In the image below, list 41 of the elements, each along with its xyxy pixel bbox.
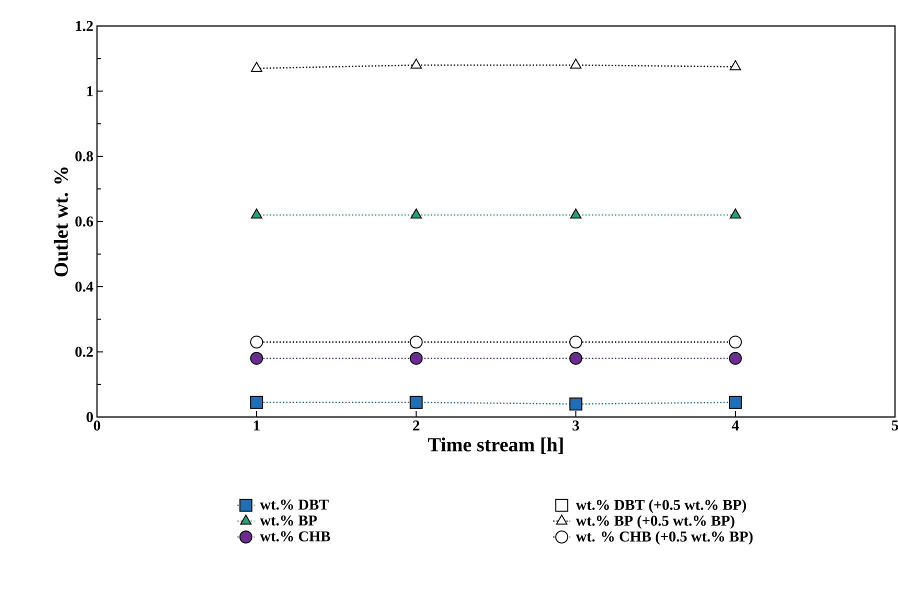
point [570, 58, 582, 69]
point [250, 396, 264, 409]
point [410, 352, 423, 365]
y-tick-label: 0 [86, 412, 93, 422]
point [728, 352, 742, 365]
point [250, 62, 262, 72]
point [250, 336, 264, 349]
x-axis-title: Time stream [h] [428, 437, 563, 454]
point [410, 396, 423, 409]
point [569, 352, 582, 365]
legend-label: wt.% BP [260, 515, 317, 526]
point [728, 336, 742, 349]
x-tick-label: 2 [413, 420, 420, 430]
y-axis-title: Outlet wt. % [54, 167, 68, 276]
point [410, 58, 422, 69]
legend-label: wt.% BP (+0.5 wt.% BP) [576, 515, 734, 529]
y-tick-label: 0.2 [75, 346, 93, 357]
point [250, 208, 262, 218]
point [728, 396, 742, 409]
y-tick-label: 1 [87, 86, 93, 96]
y-tick-label: 0.4 [75, 282, 94, 292]
y-tick-label: 0.6 [75, 216, 94, 227]
point [570, 208, 582, 218]
legend-label: wt.% DBT [260, 500, 329, 510]
point [569, 397, 582, 410]
point [730, 208, 742, 218]
x-tick-label: 5 [892, 420, 898, 430]
point [410, 208, 422, 218]
point [410, 336, 423, 349]
legend-label: wt.% DBT (+0.5 wt.% BP) [576, 499, 746, 513]
y-tick-label: 0.8 [75, 151, 93, 162]
point [569, 336, 582, 349]
point [730, 60, 742, 70]
x-tick-label: 4 [732, 420, 739, 430]
point [250, 352, 264, 365]
y-tick-label: 1.2 [76, 20, 93, 32]
x-tick-label: 0 [94, 420, 100, 431]
x-tick-label: 3 [572, 420, 580, 431]
x-tick-label: 1 [254, 420, 260, 430]
legend-label: wt. % CHB (+0.5 wt.% BP) [576, 531, 753, 545]
legend-label: wt.% CHB [260, 531, 330, 542]
